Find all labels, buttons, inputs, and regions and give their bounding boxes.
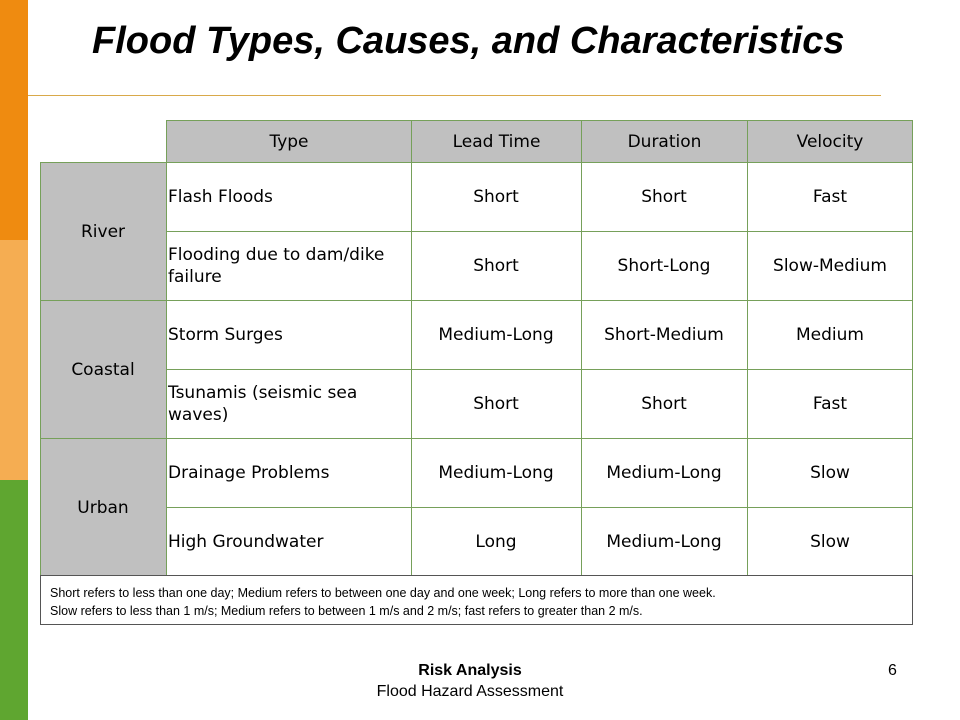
- footer: Risk Analysis Flood Hazard Assessment: [330, 660, 610, 702]
- cell-duration: Short: [641, 186, 687, 207]
- cell-lead-time: Short: [473, 255, 519, 276]
- grid-line: [912, 120, 913, 576]
- footer-subtitle: Flood Hazard Assessment: [376, 683, 564, 700]
- cell-velocity: Slow: [810, 462, 850, 483]
- cell-type: Tsunamis (seismic sea waves): [168, 382, 358, 425]
- cell-lead-time: Long: [475, 531, 517, 552]
- cell-duration: Medium-Long: [606, 531, 722, 552]
- cell-type: Storm Surges: [168, 324, 283, 345]
- grid-line: [166, 231, 913, 232]
- cell-velocity: Fast: [812, 186, 848, 207]
- grid-line: [166, 369, 913, 370]
- header-type: Type: [166, 120, 411, 162]
- grid-line: [40, 300, 913, 301]
- header-lead-time: Lead Time: [411, 120, 581, 162]
- cell-type: Drainage Problems: [168, 462, 330, 483]
- group-river: River: [40, 162, 166, 300]
- cell-velocity: Fast: [812, 393, 848, 414]
- grid-line: [40, 438, 913, 439]
- cell-duration: Short-Long: [617, 255, 711, 276]
- note-line-duration: Short refers to less than one day; Mediu…: [50, 586, 716, 600]
- grid-line: [166, 507, 913, 508]
- cell-type: High Groundwater: [168, 531, 324, 552]
- grid-line: [40, 162, 41, 576]
- note-line-velocity: Slow refers to less than 1 m/s; Medium r…: [50, 604, 643, 618]
- grid-line: [40, 162, 913, 163]
- cell-duration: Short: [641, 393, 687, 414]
- accent-bar-light-orange: [0, 240, 28, 480]
- grid-line: [581, 120, 582, 576]
- footer-course-title: Risk Analysis: [418, 662, 522, 679]
- cell-duration: Medium-Long: [606, 462, 722, 483]
- group-urban: Urban: [40, 438, 166, 576]
- grid-line: [747, 120, 748, 576]
- cell-type: Flooding due to dam/dike failure: [168, 244, 385, 287]
- header-velocity: Velocity: [747, 120, 913, 162]
- cell-velocity: Slow-Medium: [773, 255, 887, 276]
- cell-lead-time: Medium-Long: [438, 462, 554, 483]
- grid-line: [166, 120, 167, 576]
- title-divider: [28, 95, 881, 96]
- page-number: 6: [888, 662, 897, 679]
- cell-velocity: Medium: [796, 324, 864, 345]
- definitions-note: Short refers to less than one day; Mediu…: [40, 575, 913, 625]
- cell-lead-time: Short: [473, 186, 519, 207]
- cell-velocity: Slow: [810, 531, 850, 552]
- slide-title: Flood Types, Causes, and Characteristics: [92, 20, 845, 62]
- grid-line: [411, 120, 412, 576]
- group-coastal: Coastal: [40, 300, 166, 438]
- accent-bar-green: [0, 480, 28, 720]
- cell-type: Flash Floods: [168, 186, 273, 207]
- cell-lead-time: Short: [473, 393, 519, 414]
- header-duration: Duration: [581, 120, 747, 162]
- accent-bar-orange: [0, 0, 28, 240]
- cell-lead-time: Medium-Long: [438, 324, 554, 345]
- cell-duration: Short-Medium: [604, 324, 724, 345]
